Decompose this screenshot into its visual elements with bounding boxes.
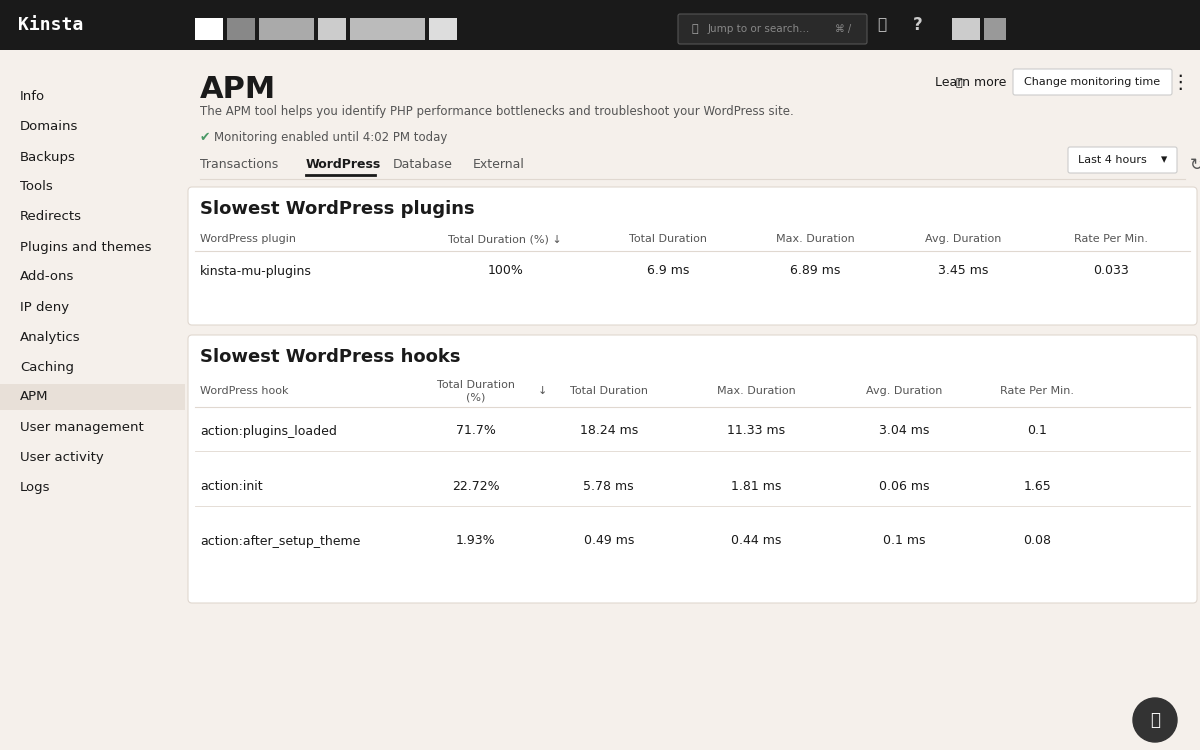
Text: 0.44 ms: 0.44 ms [731, 535, 781, 548]
Text: 0.1 ms: 0.1 ms [883, 535, 925, 548]
Text: Caching: Caching [20, 361, 74, 374]
Text: Last 4 hours: Last 4 hours [1078, 155, 1147, 165]
Text: User management: User management [20, 421, 144, 434]
FancyBboxPatch shape [188, 187, 1198, 325]
Text: 3.45 ms: 3.45 ms [938, 265, 989, 278]
Text: Jump to or search...: Jump to or search... [708, 24, 810, 34]
Text: 💬: 💬 [1150, 711, 1160, 729]
Text: APM: APM [20, 391, 48, 404]
Text: IP deny: IP deny [20, 301, 70, 313]
Text: WordPress plugin: WordPress plugin [200, 234, 296, 244]
Bar [430, 18, 457, 40]
Text: ✔: ✔ [200, 130, 210, 143]
Text: 1.65: 1.65 [1024, 479, 1051, 493]
Bar [0, 50, 185, 750]
Text: Max. Duration: Max. Duration [718, 386, 796, 396]
Text: Domains: Domains [20, 121, 78, 134]
Text: 22.72%: 22.72% [452, 479, 499, 493]
Text: Change monitoring time: Change monitoring time [1025, 77, 1160, 87]
Text: 0.08: 0.08 [1024, 535, 1051, 548]
Text: ?: ? [913, 16, 923, 34]
Text: (%): (%) [466, 392, 486, 402]
Text: ⓘ: ⓘ [955, 78, 961, 88]
Text: User activity: User activity [20, 451, 103, 464]
Text: Database: Database [392, 158, 452, 172]
Text: 0.1: 0.1 [1027, 424, 1048, 437]
Text: Total Duration: Total Duration [629, 234, 707, 244]
Text: 5.78 ms: 5.78 ms [583, 479, 634, 493]
Text: Analytics: Analytics [20, 331, 80, 344]
Text: 6.89 ms: 6.89 ms [791, 265, 841, 278]
Text: Tools: Tools [20, 181, 53, 194]
Text: Add-ons: Add-ons [20, 271, 74, 284]
Text: 11.33 ms: 11.33 ms [727, 424, 786, 437]
Text: 18.24 ms: 18.24 ms [580, 424, 638, 437]
Text: External: External [473, 158, 524, 172]
Text: Monitoring enabled until 4:02 PM today: Monitoring enabled until 4:02 PM today [214, 130, 448, 143]
Text: Slowest WordPress hooks: Slowest WordPress hooks [200, 348, 461, 366]
Text: action:plugins_loaded: action:plugins_loaded [200, 424, 337, 437]
Bar [318, 18, 346, 40]
Text: 3.04 ms: 3.04 ms [880, 424, 930, 437]
Text: Logs: Logs [20, 481, 50, 494]
Text: 0.033: 0.033 [1093, 265, 1129, 278]
Text: 🔔: 🔔 [877, 17, 887, 32]
Text: Transactions: Transactions [200, 158, 278, 172]
Bar [0, 0, 1200, 50]
Text: 1.81 ms: 1.81 ms [731, 479, 781, 493]
Bar [227, 18, 256, 40]
Text: Rate Per Min.: Rate Per Min. [1074, 234, 1148, 244]
FancyBboxPatch shape [1068, 147, 1177, 173]
Text: 100%: 100% [487, 265, 523, 278]
Bar [0, 384, 185, 410]
Text: Backups: Backups [20, 151, 76, 164]
Text: ↻: ↻ [1190, 156, 1200, 174]
Text: Slowest WordPress plugins: Slowest WordPress plugins [200, 200, 475, 218]
Bar [194, 18, 223, 40]
Text: Total Duration (%) ↓: Total Duration (%) ↓ [449, 234, 563, 244]
Text: Plugins and themes: Plugins and themes [20, 241, 151, 254]
Text: Total Duration: Total Duration [570, 386, 648, 396]
Text: Redirects: Redirects [20, 211, 82, 224]
Text: Kinsta: Kinsta [18, 16, 83, 34]
Text: ⋮: ⋮ [1170, 74, 1189, 92]
Text: Avg. Duration: Avg. Duration [925, 234, 1002, 244]
Text: 🔍: 🔍 [692, 24, 698, 34]
Text: action:init: action:init [200, 479, 263, 493]
FancyBboxPatch shape [678, 14, 866, 44]
Text: 6.9 ms: 6.9 ms [647, 265, 689, 278]
Bar [952, 18, 980, 40]
Text: ↓: ↓ [539, 386, 547, 396]
FancyBboxPatch shape [188, 335, 1198, 603]
Text: WordPress: WordPress [306, 158, 382, 172]
Bar [259, 18, 314, 40]
FancyBboxPatch shape [1013, 69, 1172, 95]
Text: ⌘ /: ⌘ / [835, 24, 851, 34]
Text: 1.93%: 1.93% [456, 535, 496, 548]
Text: APM: APM [200, 75, 276, 104]
Text: Learn more: Learn more [935, 76, 1007, 89]
Bar [984, 18, 1006, 40]
Text: Info: Info [20, 91, 46, 104]
Text: WordPress hook: WordPress hook [200, 386, 288, 396]
Text: The APM tool helps you identify PHP performance bottlenecks and troubleshoot you: The APM tool helps you identify PHP perf… [200, 105, 793, 118]
Circle shape [1133, 698, 1177, 742]
Text: Max. Duration: Max. Duration [776, 234, 854, 244]
Bar [350, 18, 425, 40]
Text: action:after_setup_theme: action:after_setup_theme [200, 535, 360, 548]
Text: Avg. Duration: Avg. Duration [866, 386, 942, 396]
Text: kinsta-mu-plugins: kinsta-mu-plugins [200, 265, 312, 278]
Text: Total Duration: Total Duration [437, 380, 515, 390]
Text: ▾: ▾ [1162, 154, 1168, 166]
Text: 0.06 ms: 0.06 ms [880, 479, 930, 493]
Text: 71.7%: 71.7% [456, 424, 496, 437]
Text: 0.49 ms: 0.49 ms [583, 535, 634, 548]
Text: Rate Per Min.: Rate Per Min. [1001, 386, 1074, 396]
